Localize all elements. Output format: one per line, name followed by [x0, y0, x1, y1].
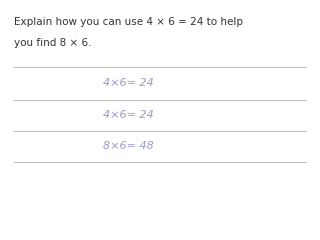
Text: you find 8 × 6.: you find 8 × 6.	[14, 38, 92, 48]
Text: 4×6= 24: 4×6= 24	[103, 110, 153, 120]
Text: Explain how you can use 4 × 6 = 24 to help: Explain how you can use 4 × 6 = 24 to he…	[14, 17, 244, 27]
Text: 8×6= 48: 8×6= 48	[103, 141, 153, 151]
Text: 4×6= 24: 4×6= 24	[103, 78, 153, 88]
